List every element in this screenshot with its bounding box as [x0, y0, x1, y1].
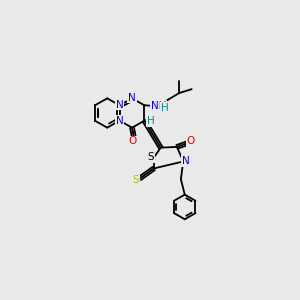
Text: NH: NH: [151, 101, 166, 111]
Text: H: H: [161, 103, 169, 112]
Text: S: S: [147, 152, 154, 162]
Text: O: O: [129, 136, 137, 146]
Text: N: N: [116, 100, 124, 110]
Text: N: N: [128, 93, 136, 103]
Text: N: N: [116, 116, 124, 126]
Text: N: N: [182, 156, 189, 166]
Text: H: H: [147, 116, 154, 127]
Text: O: O: [187, 136, 195, 146]
Text: S: S: [133, 175, 139, 185]
